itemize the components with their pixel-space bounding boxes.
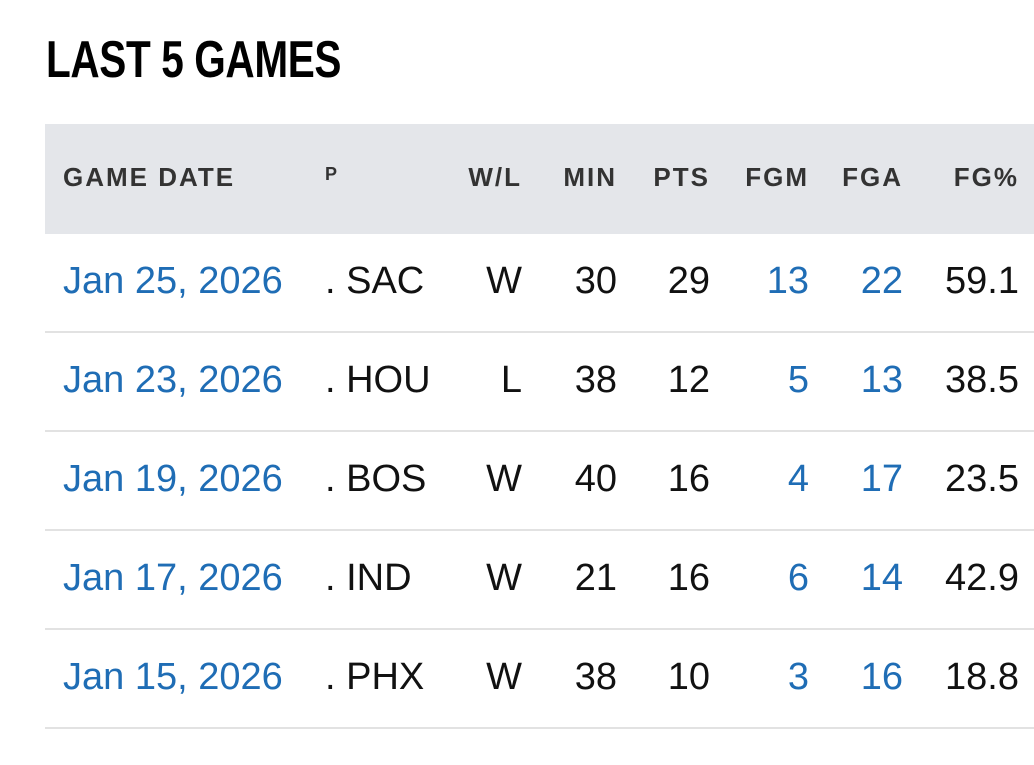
stat-cell: 16	[667, 557, 710, 599]
section-title: LAST 5 GAMES	[46, 31, 342, 89]
stat-cell: 10	[667, 656, 710, 698]
stat-cell: 29	[667, 260, 710, 302]
stat-cell[interactable]: 6	[787, 557, 809, 599]
stat-cell: . IND	[325, 557, 412, 599]
stat-cell: . HOU	[325, 359, 431, 401]
game-date-link[interactable]: Jan 17, 2026	[63, 557, 283, 599]
column-header: P	[325, 164, 340, 184]
stat-cell: W	[486, 557, 522, 599]
stat-cell[interactable]: 4	[787, 458, 809, 500]
stat-cell[interactable]: 16	[860, 656, 903, 698]
stat-cell: . BOS	[325, 458, 427, 500]
stat-cell: W	[486, 260, 522, 302]
column-header: FGM	[745, 162, 809, 192]
stat-cell: 59.1	[945, 260, 1019, 302]
row-divider	[45, 331, 1034, 333]
stat-cell: 21	[574, 557, 617, 599]
stat-cell: L	[500, 359, 522, 401]
stat-cell: 30	[574, 260, 617, 302]
game-date-link[interactable]: Jan 23, 2026	[63, 359, 283, 401]
column-header: MIN	[563, 162, 617, 192]
stat-cell: 40	[574, 458, 617, 500]
stat-cell: 18.8	[945, 656, 1019, 698]
column-header: PTS	[653, 162, 710, 192]
stat-cell: 38.5	[945, 359, 1019, 401]
column-header: GAME DATE	[63, 162, 236, 192]
stat-cell: W	[486, 656, 522, 698]
game-date-link[interactable]: Jan 15, 2026	[63, 656, 283, 698]
game-date-link[interactable]: Jan 19, 2026	[63, 458, 283, 500]
stat-cell: W	[486, 458, 522, 500]
column-header: W/L	[468, 162, 522, 192]
stat-cell[interactable]: 22	[860, 260, 903, 302]
row-divider	[45, 727, 1034, 729]
stat-cell: 16	[667, 458, 710, 500]
stat-cell: 23.5	[945, 458, 1019, 500]
game-log-table: GAME DATE P W/L MIN PTS FGM FGA FG% Jan 25, 2026…	[45, 124, 1034, 729]
column-header: FGA	[842, 162, 903, 192]
stat-cell: 42.9	[945, 557, 1019, 599]
column-header: FG%	[953, 162, 1019, 192]
row-divider	[45, 628, 1034, 630]
stat-cell: 38	[574, 359, 617, 401]
stat-cell[interactable]: 14	[860, 557, 903, 599]
row-divider	[45, 529, 1034, 531]
stat-cell: . PHX	[325, 656, 425, 698]
stat-cell[interactable]: 3	[787, 656, 809, 698]
stat-cell: . SAC	[325, 260, 425, 302]
stat-cell[interactable]: 13	[766, 260, 809, 302]
stat-cell: 12	[667, 359, 710, 401]
stat-cell[interactable]: 5	[787, 359, 809, 401]
stat-cell[interactable]: 17	[860, 458, 903, 500]
header-band	[45, 124, 1034, 234]
game-date-link[interactable]: Jan 25, 2026	[63, 260, 283, 302]
stat-cell[interactable]: 13	[860, 359, 903, 401]
stat-cell: 38	[574, 656, 617, 698]
row-divider	[45, 430, 1034, 432]
